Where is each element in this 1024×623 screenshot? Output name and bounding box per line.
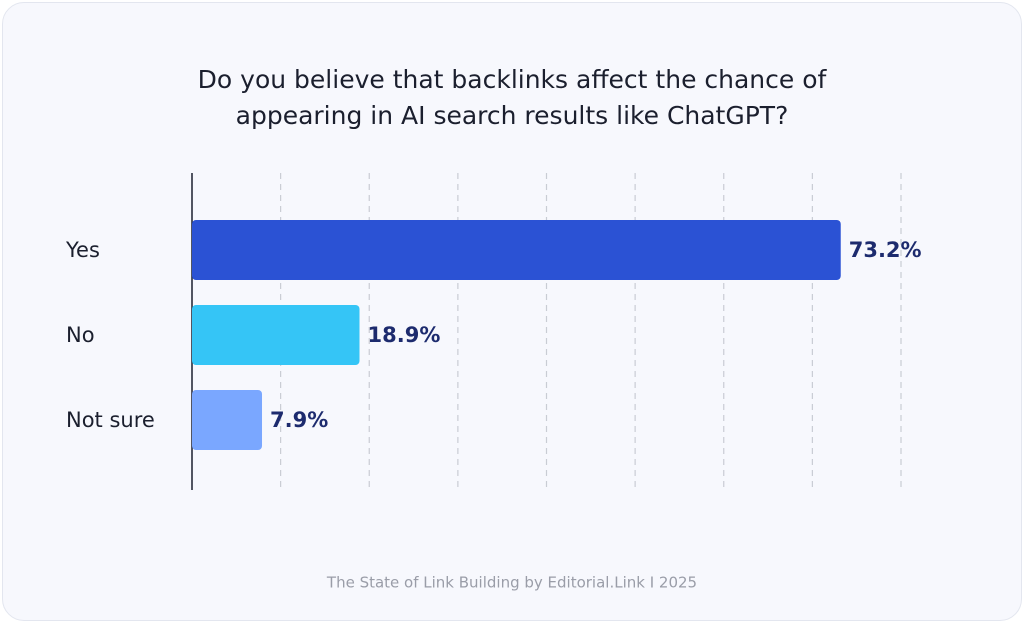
value-label: 73.2% xyxy=(849,238,922,262)
category-label: Not sure xyxy=(66,408,155,432)
value-label: 18.9% xyxy=(368,323,441,347)
bar xyxy=(192,220,841,280)
source: The State of Link Building by Editorial.… xyxy=(326,574,697,592)
chart-title: Do you believe that backlinks affect the… xyxy=(197,65,827,130)
bar xyxy=(192,305,360,365)
category-label: No xyxy=(66,323,95,347)
category-label: Yes xyxy=(65,238,100,262)
value-label: 7.9% xyxy=(270,408,328,432)
bar xyxy=(192,390,263,450)
